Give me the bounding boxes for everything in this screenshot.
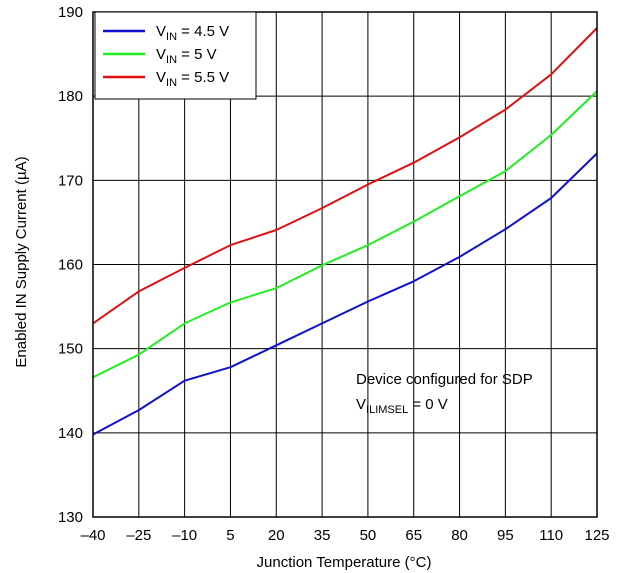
series-lines xyxy=(92,27,598,436)
x-tick-label: 125 xyxy=(584,527,609,544)
annotation-line-1: Device configured for SDP xyxy=(356,371,533,388)
legend-label-2: VIN = 5 V xyxy=(156,46,217,66)
series-line-3 xyxy=(92,27,598,325)
y-axis-title: Enabled IN Supply Current (µA) xyxy=(13,156,30,367)
plot-frame xyxy=(92,11,598,518)
x-tick-label: 50 xyxy=(360,527,377,544)
series-line-2 xyxy=(92,90,598,379)
series-line-1 xyxy=(92,152,598,436)
legend: VIN = 4.5 V VIN = 5 V VIN = 5.5 V xyxy=(94,11,257,100)
x-tick-label: 65 xyxy=(405,527,422,544)
legend-box xyxy=(94,11,257,100)
x-tick-label: –10 xyxy=(172,527,197,544)
y-tick-label: 130 xyxy=(58,509,83,526)
x-tick-label: 20 xyxy=(268,527,285,544)
legend-label-1: VIN = 4.5 V xyxy=(156,23,229,43)
x-tick-labels: –40 –25 –10 5 20 35 50 65 80 95 110 125 xyxy=(80,527,609,544)
x-tick-label: 80 xyxy=(451,527,468,544)
y-tick-label: 190 xyxy=(58,4,83,21)
y-tick-label: 170 xyxy=(58,172,83,189)
legend-label-3: VIN = 5.5 V xyxy=(156,69,229,89)
x-tick-label: 110 xyxy=(539,527,563,544)
annotation-line-2: VILIMSEL = 0 V xyxy=(356,396,448,416)
y-tick-label: 160 xyxy=(58,257,83,274)
annotation-line-2-rest: = 0 V xyxy=(408,396,448,413)
x-tick-label: 95 xyxy=(497,527,514,544)
x-axis-title: Junction Temperature (°C) xyxy=(257,554,432,571)
x-tick-label: –40 xyxy=(80,527,105,544)
y-tick-label: 140 xyxy=(58,425,83,442)
y-tick-label: 150 xyxy=(58,341,83,358)
annotation-line-2-sub: ILIMSEL xyxy=(366,404,408,416)
annotation-line-2-main: V xyxy=(356,396,366,413)
annotation: Device configured for SDP VILIMSEL = 0 V xyxy=(356,371,533,416)
x-tick-label: –25 xyxy=(126,527,151,544)
y-tick-labels: 130 140 150 160 170 180 190 xyxy=(58,4,83,526)
y-tick-label: 180 xyxy=(58,88,83,105)
x-tick-label: 5 xyxy=(226,527,234,544)
x-tick-label: 35 xyxy=(314,527,331,544)
